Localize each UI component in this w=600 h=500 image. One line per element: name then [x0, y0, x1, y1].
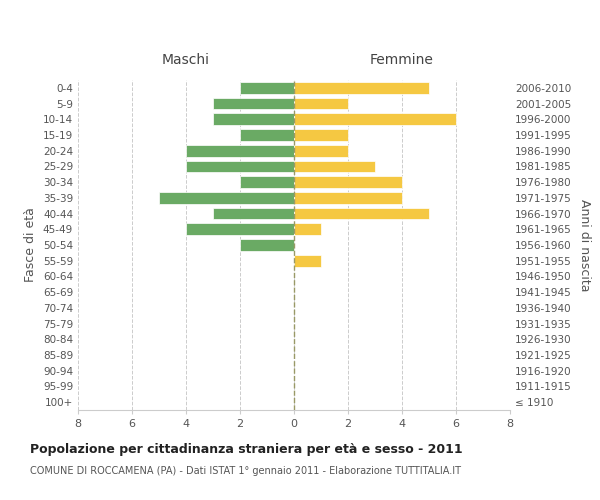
Bar — [186, 145, 294, 156]
Text: Popolazione per cittadinanza straniera per età e sesso - 2011: Popolazione per cittadinanza straniera p… — [30, 442, 463, 456]
Bar — [213, 114, 294, 125]
Bar — [294, 98, 348, 110]
Bar — [294, 224, 321, 235]
Bar — [294, 176, 402, 188]
Bar — [294, 160, 375, 172]
Bar — [213, 208, 294, 220]
Bar — [240, 176, 294, 188]
Bar — [294, 82, 429, 94]
Bar — [294, 145, 348, 156]
Bar — [294, 208, 429, 220]
Bar — [159, 192, 294, 204]
Bar — [294, 192, 402, 204]
Y-axis label: Fasce di età: Fasce di età — [25, 208, 37, 282]
Y-axis label: Anni di nascita: Anni di nascita — [578, 198, 591, 291]
Bar — [213, 98, 294, 110]
Bar — [240, 82, 294, 94]
Text: COMUNE DI ROCCAMENA (PA) - Dati ISTAT 1° gennaio 2011 - Elaborazione TUTTITALIA.: COMUNE DI ROCCAMENA (PA) - Dati ISTAT 1°… — [30, 466, 461, 476]
Text: Maschi: Maschi — [162, 53, 210, 67]
Bar — [240, 129, 294, 141]
Bar — [186, 224, 294, 235]
Bar — [294, 255, 321, 266]
Text: Femmine: Femmine — [370, 53, 434, 67]
Bar — [186, 160, 294, 172]
Bar — [294, 114, 456, 125]
Bar — [294, 129, 348, 141]
Bar — [240, 239, 294, 251]
